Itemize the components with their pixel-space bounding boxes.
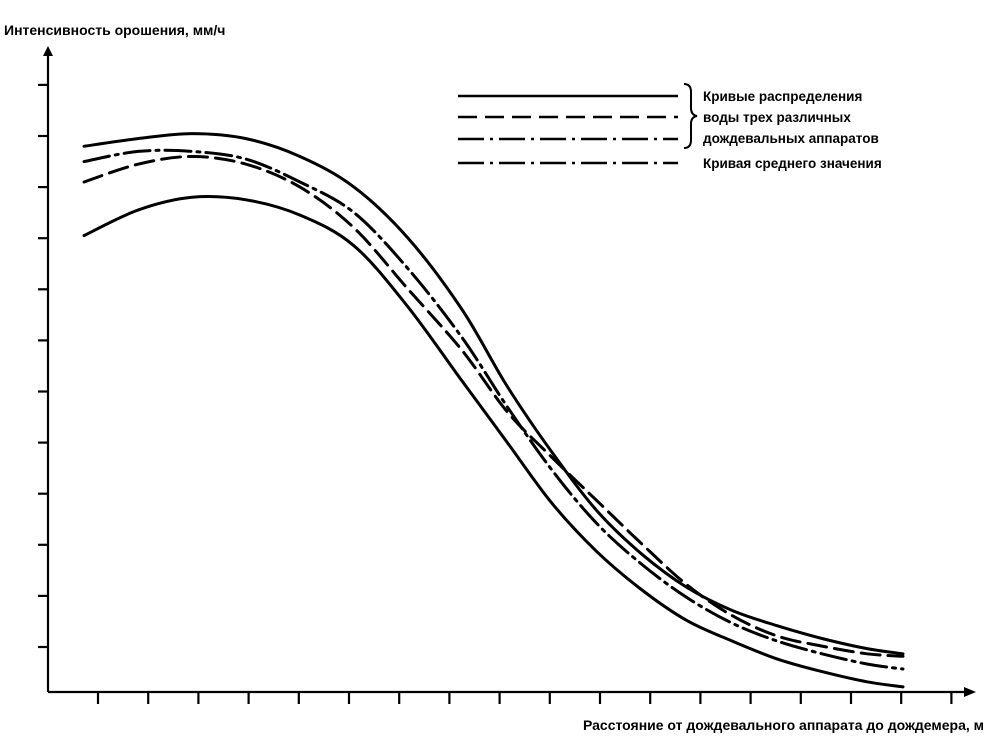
series-line-1-solid [82, 132, 905, 656]
legend-brace [683, 83, 698, 149]
y-axis-title: Интенсивность орошения, мм/ч [4, 22, 225, 38]
legend: Кривые распределения воды трех различных… [458, 83, 882, 171]
legend-label-2: воды трех различных [703, 110, 851, 125]
series-layer [82, 132, 905, 689]
series-line-3-dashed [82, 155, 905, 658]
x-axis-ticks [96, 692, 953, 704]
y-axis-ticks [38, 83, 48, 649]
legend-label-4: Кривая среднего значения [703, 156, 882, 171]
legend-label-3: дождевальных аппаратов [703, 131, 879, 146]
series-line-2-solid [82, 195, 905, 689]
legend-label-1: Кривые распределения [703, 89, 862, 104]
axes [43, 46, 976, 697]
series-line-4-dash-dot [82, 148, 905, 671]
x-axis-title: Расстояние от дождевального аппарата до … [583, 717, 984, 733]
